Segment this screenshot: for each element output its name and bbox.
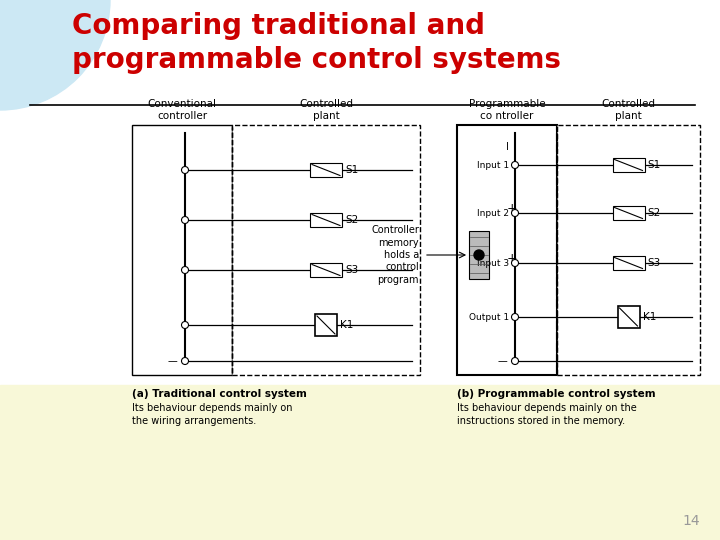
Bar: [613, 256, 644, 270]
Text: —: —: [498, 356, 507, 366]
Text: —: —: [167, 356, 177, 366]
Text: S3: S3: [345, 265, 359, 275]
Text: (a) Traditional control system: (a) Traditional control system: [132, 389, 307, 399]
Circle shape: [181, 267, 189, 273]
Bar: [469, 231, 489, 279]
Bar: [315, 314, 337, 336]
Circle shape: [511, 314, 518, 321]
Text: K1: K1: [340, 320, 354, 330]
Bar: [457, 125, 557, 375]
Wedge shape: [0, 0, 110, 110]
Circle shape: [511, 210, 518, 217]
Bar: [557, 125, 700, 375]
Text: I: I: [506, 142, 509, 152]
Bar: [0, 385, 720, 540]
Text: S1: S1: [345, 165, 359, 175]
Circle shape: [511, 357, 518, 364]
Circle shape: [474, 250, 484, 260]
Text: K1: K1: [642, 312, 656, 322]
Bar: [618, 306, 639, 328]
Text: Input 2: Input 2: [477, 208, 509, 218]
Text: Controlled
plant: Controlled plant: [601, 99, 655, 121]
Text: Input 1: Input 1: [477, 160, 509, 170]
Bar: [613, 158, 644, 172]
Text: Controlled
plant: Controlled plant: [299, 99, 353, 121]
Circle shape: [181, 321, 189, 328]
Text: S2: S2: [647, 208, 661, 218]
Text: Comparing traditional and
programmable control systems: Comparing traditional and programmable c…: [72, 12, 561, 73]
Text: +: +: [507, 252, 517, 265]
Text: S1: S1: [647, 160, 661, 170]
Text: S2: S2: [345, 215, 359, 225]
Text: (b) Programmable control system: (b) Programmable control system: [457, 389, 656, 399]
Circle shape: [511, 161, 518, 168]
Bar: [613, 206, 644, 220]
Circle shape: [181, 357, 189, 364]
Text: Conventional
controller: Conventional controller: [148, 99, 217, 121]
Text: Its behaviour depends mainly on
the wiring arrangements.: Its behaviour depends mainly on the wiri…: [132, 403, 292, 426]
Text: +: +: [507, 201, 517, 214]
Text: Controller
memory
holds a
control
program: Controller memory holds a control progra…: [371, 225, 419, 285]
Bar: [232, 125, 420, 375]
Text: 14: 14: [683, 514, 700, 528]
Text: Programmable
co ntroller: Programmable co ntroller: [469, 99, 545, 121]
Bar: [310, 213, 342, 227]
Circle shape: [181, 166, 189, 173]
Bar: [132, 125, 232, 375]
Text: Output 1: Output 1: [469, 313, 509, 321]
Text: Its behaviour depends mainly on the
instructions stored in the memory.: Its behaviour depends mainly on the inst…: [457, 403, 636, 426]
Text: Input 3: Input 3: [477, 259, 509, 267]
Text: S3: S3: [647, 258, 661, 268]
Circle shape: [181, 217, 189, 224]
Bar: [310, 263, 342, 277]
Circle shape: [511, 260, 518, 267]
Bar: [310, 163, 342, 177]
